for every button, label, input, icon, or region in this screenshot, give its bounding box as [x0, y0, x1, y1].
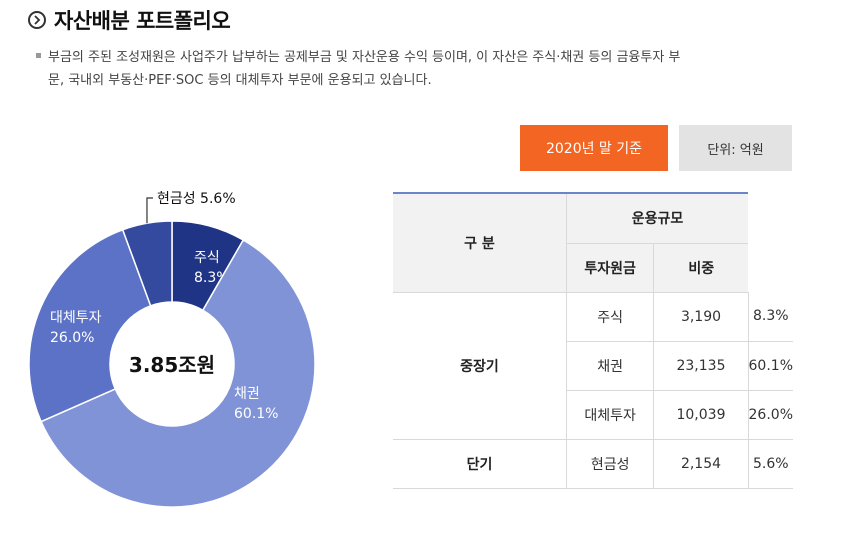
principal-value: 2,154: [653, 439, 749, 489]
description: 부금의 주된 조성재원은 사업주가 납부하는 공제부금 및 자산운용 수익 등이…: [36, 46, 796, 92]
principal-value: 10,039: [653, 390, 749, 440]
slice-1: [40, 238, 316, 508]
slice-name-label: 주식: [194, 250, 220, 266]
asset-name: 현금성: [566, 439, 655, 489]
table-row: 단기 현금성 2,154 5.6%: [393, 439, 793, 489]
principal-value: 3,190: [653, 292, 749, 342]
ratio-value: 8.3%: [748, 292, 793, 342]
table-row: 대체투자 10,039 26.0%: [393, 390, 793, 440]
asset-name: 채권: [566, 341, 655, 391]
slice-name-label: 대체투자: [50, 310, 102, 326]
page-title: 자산배분 포트폴리오: [54, 9, 231, 33]
header-ratio: 비중: [653, 243, 749, 293]
asset-name: 대체투자: [566, 390, 655, 440]
ratio-value: 26.0%: [748, 390, 793, 440]
ratio-value: 60.1%: [748, 341, 793, 391]
ratio-value: 5.6%: [748, 439, 793, 489]
table-row: 중장기 주식 3,190 8.3%: [393, 292, 793, 440]
unit-label: 단위: 억원: [679, 125, 792, 171]
bullet-icon: [36, 53, 41, 58]
allocation-table: 구 분 운용규모 투자원금 비중 중장기 주식 3,190 8.3% 채권 23…: [393, 192, 793, 489]
group-short-term: 단기: [393, 439, 567, 489]
slice-name-label: 채권: [234, 386, 260, 402]
year-basis-button[interactable]: 2020년 말 기준: [520, 125, 668, 171]
asset-name: 주식: [566, 292, 655, 342]
chevron-right-icon: [28, 11, 46, 29]
header-principal: 투자원금: [566, 243, 655, 293]
section-header: 자산배분 포트폴리오: [28, 6, 231, 34]
header-scale: 운용규모: [566, 192, 749, 244]
slice-value-label: 60.1%: [234, 406, 278, 422]
principal-value: 23,135: [653, 341, 749, 391]
slice-value-label: 26.0%: [50, 330, 94, 346]
group-long-term: 중장기: [393, 292, 567, 440]
description-line-1: 부금의 주된 조성재원은 사업주가 납부하는 공제부금 및 자산운용 수익 등이…: [48, 50, 681, 65]
callout-line: [146, 197, 153, 224]
callout-label: 현금성 5.6%: [157, 191, 236, 207]
header-group: 구 분: [393, 192, 567, 293]
description-line-2: 문, 국내외 부동산·PEF·SOC 등의 대체투자 부문에 운용되고 있습니다…: [48, 73, 432, 88]
center-total-label: 3.85조원: [129, 353, 215, 377]
slice-2: [28, 228, 152, 423]
slice-3: [121, 220, 173, 307]
table-row: 채권 23,135 60.1%: [393, 341, 793, 391]
